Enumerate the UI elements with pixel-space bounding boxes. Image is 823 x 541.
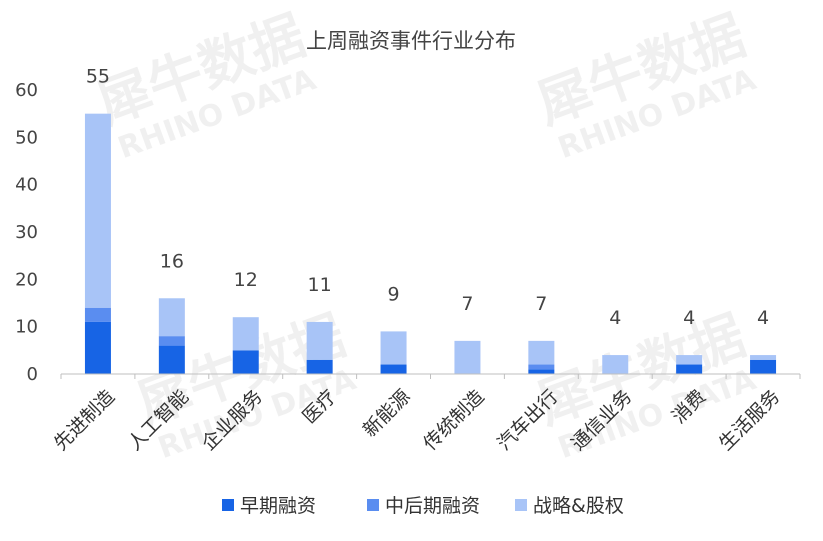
bar-segment bbox=[84, 321, 111, 374]
x-category-label: 先进制造 bbox=[50, 386, 119, 455]
bar-segment bbox=[306, 359, 333, 374]
bar-segment bbox=[602, 355, 629, 374]
bar-total-label: 55 bbox=[86, 66, 110, 88]
x-category-label: 传统制造 bbox=[419, 386, 488, 455]
legend-item: 早期融资 bbox=[222, 495, 316, 517]
legend-swatch bbox=[222, 499, 234, 511]
bar-segment bbox=[158, 336, 185, 346]
bar-total-label: 4 bbox=[757, 307, 769, 329]
legend-item: 中后期融资 bbox=[367, 495, 480, 517]
bar-segment bbox=[750, 359, 777, 374]
bar-total-label: 4 bbox=[683, 307, 695, 329]
legend-label: 战略&股权 bbox=[533, 495, 624, 517]
bar-segment bbox=[528, 369, 555, 374]
y-tick-label: 20 bbox=[15, 269, 38, 290]
bar-total-label: 12 bbox=[234, 269, 258, 291]
legend-swatch bbox=[515, 499, 527, 511]
bar-total-label: 4 bbox=[609, 307, 621, 329]
bar-segment bbox=[380, 331, 407, 365]
y-tick-label: 0 bbox=[27, 364, 38, 385]
bar-segment bbox=[232, 350, 259, 374]
bar-segment bbox=[676, 355, 703, 365]
bar-segment bbox=[158, 345, 185, 374]
bar-total-label: 9 bbox=[388, 283, 400, 305]
bar-segment bbox=[676, 364, 703, 374]
bar-segment bbox=[306, 321, 333, 360]
bar-total-label: 11 bbox=[308, 274, 332, 296]
bar-segment bbox=[528, 340, 555, 365]
bar-total-label: 7 bbox=[535, 293, 547, 315]
legend-item: 战略&股权 bbox=[515, 495, 624, 517]
bar-segment bbox=[232, 317, 259, 351]
chart-title: 上周融资事件行业分布 bbox=[306, 29, 516, 53]
bar-segment bbox=[528, 364, 555, 370]
y-axis: 0 10 20 30 40 50 60 bbox=[15, 80, 38, 385]
x-category-label: 新能源 bbox=[359, 386, 415, 442]
bar-total-label: 16 bbox=[160, 250, 184, 272]
legend-label: 早期融资 bbox=[240, 495, 316, 517]
y-tick-label: 50 bbox=[15, 127, 38, 148]
y-tick-label: 60 bbox=[15, 80, 38, 101]
bar-segment bbox=[380, 364, 407, 374]
legend-label: 中后期融资 bbox=[385, 495, 480, 517]
bar-segment bbox=[454, 340, 481, 374]
bars bbox=[84, 113, 777, 374]
y-tick-label: 40 bbox=[15, 175, 38, 196]
bar-segment bbox=[84, 113, 111, 308]
legend: 早期融资 中后期融资 战略&股权 bbox=[222, 495, 624, 517]
y-tick-label: 10 bbox=[15, 317, 38, 338]
y-tick-label: 30 bbox=[15, 222, 38, 243]
legend-swatch bbox=[367, 499, 379, 511]
bar-segment bbox=[84, 307, 111, 322]
total-labels: 55 16 12 11 9 7 7 4 4 4 bbox=[86, 66, 769, 329]
bar-segment bbox=[750, 355, 777, 360]
bar-total-label: 7 bbox=[461, 293, 473, 315]
bar-segment bbox=[158, 298, 185, 337]
x-axis-ticks bbox=[60, 374, 801, 379]
